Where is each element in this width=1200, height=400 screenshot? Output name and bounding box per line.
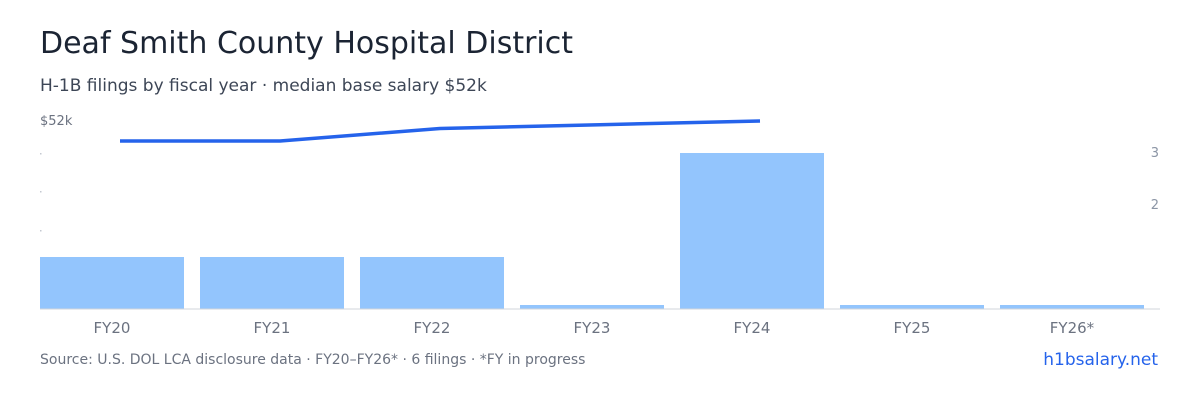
bar-FY24 <box>680 153 824 309</box>
right-axis-tick-label: 3 <box>1151 146 1159 161</box>
bar-FY23 <box>520 305 664 309</box>
left-tick-mark <box>40 191 42 193</box>
left-tick-mark <box>40 153 42 155</box>
bar-FY26* <box>1000 305 1144 309</box>
chart-canvas: FY20 FY21 FY22 FY23 FY24 FY25 FY26* $52k 3 2 <box>40 114 1160 337</box>
bar-FY21 <box>200 257 344 309</box>
x-tick-label: FY26* <box>1050 319 1095 337</box>
bar-FY20 <box>40 257 184 309</box>
x-tick-label: FY25 <box>894 319 931 337</box>
bar-FY22 <box>360 257 504 309</box>
x-tick-label: FY22 <box>414 319 451 337</box>
x-tick-label: FY20 <box>94 319 131 337</box>
chart-subtitle: H-1B filings by fiscal year · median bas… <box>40 76 487 96</box>
source-note: Source: U.S. DOL LCA disclosure data · F… <box>40 352 586 368</box>
salary-line <box>120 119 761 143</box>
left-axis-tick-label: $52k <box>40 114 73 129</box>
x-tick-label: FY24 <box>734 319 771 337</box>
x-tick-label: FY23 <box>574 319 611 337</box>
bar-FY25 <box>840 305 984 309</box>
left-tick-mark <box>40 230 42 232</box>
x-tick-label: FY21 <box>254 319 291 337</box>
right-axis-tick-label: 2 <box>1151 198 1159 213</box>
chart-title: Deaf Smith County Hospital District <box>40 26 574 61</box>
brand-link[interactable]: h1bsalary.net <box>1043 350 1158 370</box>
